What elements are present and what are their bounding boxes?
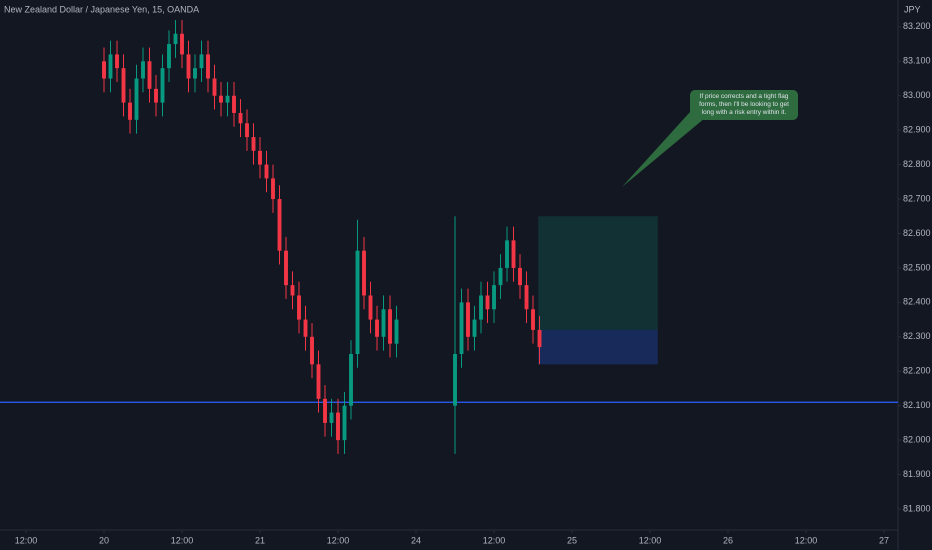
candle-body xyxy=(342,405,347,441)
y-tick-label: 82.500 xyxy=(903,262,931,272)
candle-body xyxy=(173,33,178,45)
candle-body xyxy=(102,61,106,79)
y-tick-label: 82.200 xyxy=(903,366,931,376)
y-tick-label: 82.400 xyxy=(903,297,931,307)
y-tick-label: 82.100 xyxy=(903,400,931,410)
candle-body xyxy=(193,68,197,79)
candle-body xyxy=(323,398,327,423)
y-tick-label: 81.800 xyxy=(903,503,931,513)
candle-body xyxy=(485,295,490,310)
candle-body xyxy=(355,250,360,355)
y-tick-label: 83.200 xyxy=(903,21,931,31)
candle-body xyxy=(134,78,139,120)
candle-body xyxy=(362,250,366,296)
candle-body xyxy=(518,267,522,286)
candle-body xyxy=(388,309,392,344)
candle-body xyxy=(245,123,249,138)
candle-body xyxy=(121,68,126,103)
candle-body xyxy=(284,250,288,286)
candle-body xyxy=(128,102,132,120)
candle-body xyxy=(264,164,269,179)
candle-body xyxy=(472,319,477,337)
y-tick-label: 82.700 xyxy=(903,193,931,203)
y-tick-label: 81.900 xyxy=(903,469,931,479)
x-tick-label: 20 xyxy=(99,535,109,545)
candle-body xyxy=(154,88,158,103)
candle-body xyxy=(186,54,191,79)
candle-body xyxy=(316,364,321,399)
y-tick-label: 82.000 xyxy=(903,434,931,444)
y-tick-label: 83.000 xyxy=(903,90,931,100)
candle-body xyxy=(251,137,256,151)
candle-body xyxy=(219,95,223,103)
chart-title: New Zealand Dollar / Japanese Yen, 15, O… xyxy=(4,4,199,14)
x-tick-label: 25 xyxy=(567,535,577,545)
candle-body xyxy=(108,54,113,79)
candle-body xyxy=(212,78,217,96)
candle-body xyxy=(290,285,295,296)
candle-body xyxy=(381,309,386,337)
y-tick-label: 83.100 xyxy=(903,56,931,66)
candle-body xyxy=(466,302,470,337)
candle-body xyxy=(349,354,353,406)
candle-body xyxy=(303,319,308,337)
candle-body xyxy=(492,285,496,310)
candle-body xyxy=(479,295,483,320)
candle-body xyxy=(498,267,503,286)
x-tick-label: 12:00 xyxy=(171,535,194,545)
candle-body xyxy=(199,54,204,69)
candle-body xyxy=(225,95,230,103)
candle-body xyxy=(459,302,464,355)
x-tick-label: 27 xyxy=(879,535,889,545)
x-tick-label: 12:00 xyxy=(795,535,818,545)
candle-body xyxy=(531,309,535,330)
candle-body xyxy=(180,33,184,55)
candle-body xyxy=(524,285,529,310)
candle-body xyxy=(375,319,379,337)
candle-body xyxy=(277,199,282,251)
x-tick-label: 21 xyxy=(255,535,265,545)
candle-body xyxy=(167,44,171,69)
target-zone xyxy=(538,216,658,330)
candle-body xyxy=(336,412,340,441)
candle-body xyxy=(160,68,165,103)
candle-body xyxy=(271,178,275,200)
y-tick-label: 82.600 xyxy=(903,228,931,238)
x-tick-label: 24 xyxy=(411,535,421,545)
candle-body xyxy=(297,295,301,320)
candle-body xyxy=(394,319,399,344)
candle-body xyxy=(511,240,516,268)
x-tick-label: 12:00 xyxy=(639,535,662,545)
candle-body xyxy=(238,112,243,124)
x-tick-label: 12:00 xyxy=(15,535,38,545)
x-tick-label: 12:00 xyxy=(483,535,506,545)
candle-body xyxy=(453,354,457,406)
y-unit: JPY xyxy=(904,4,921,14)
candle-body xyxy=(258,150,262,165)
candle-body xyxy=(147,61,152,89)
candle-body xyxy=(310,336,314,365)
candle-body xyxy=(505,240,509,268)
candle-body xyxy=(206,54,210,79)
candle-body xyxy=(115,54,119,69)
y-tick-label: 82.800 xyxy=(903,159,931,169)
callout-tail xyxy=(622,112,705,187)
x-tick-label: 26 xyxy=(723,535,733,545)
candle-body xyxy=(368,295,373,320)
candle-body xyxy=(232,95,236,113)
annotation: If price corrects and a tight flag forms… xyxy=(690,90,798,120)
candle-body xyxy=(537,329,542,348)
stop-zone xyxy=(538,329,658,365)
candle-body xyxy=(329,412,334,423)
x-tick-label: 12:00 xyxy=(327,535,350,545)
y-tick-label: 82.300 xyxy=(903,331,931,341)
candle-body xyxy=(141,61,145,79)
y-tick-label: 82.900 xyxy=(903,125,931,135)
